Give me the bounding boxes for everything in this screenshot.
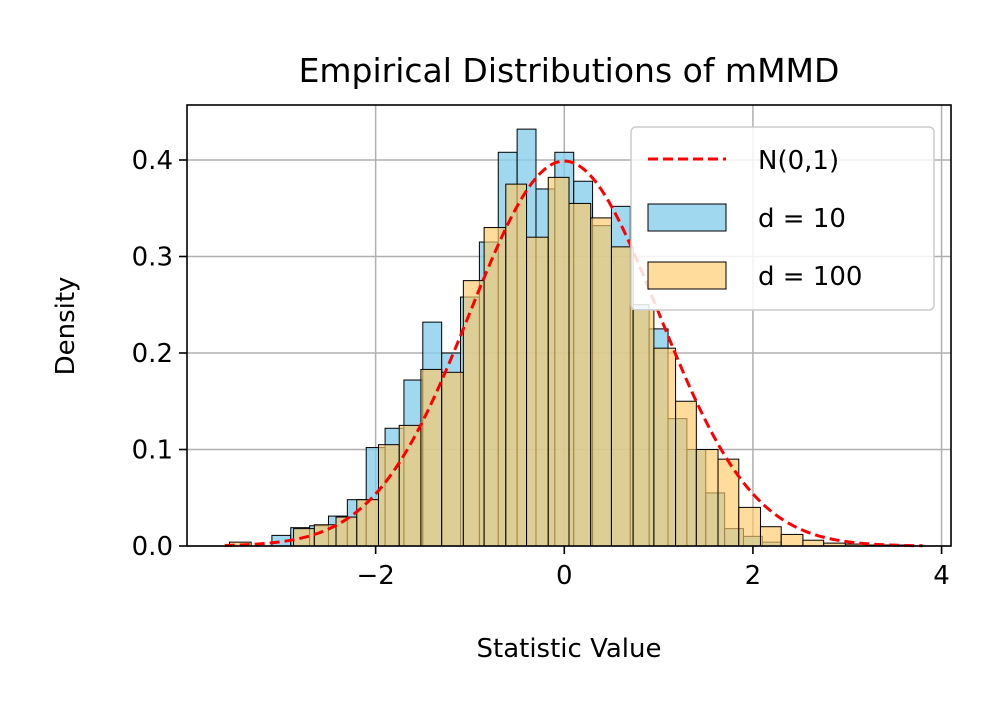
d100-bar-17: [590, 217, 612, 547]
y-tick-label-2: 0.2: [132, 339, 173, 369]
d100-bar-5: [335, 516, 358, 547]
legend-swatch-d100: [647, 261, 727, 290]
d100-bar-21: [675, 400, 697, 547]
d100-bar-15: [547, 176, 570, 547]
d100-bar-10: [441, 371, 464, 547]
d100-bar-19: [632, 309, 655, 547]
legend-label-normal: N(0,1): [758, 146, 839, 176]
y-axis-label: Density: [51, 277, 81, 376]
d100-bar-26: [780, 533, 804, 547]
d100-bar-18: [610, 246, 634, 547]
d100-bar-20: [653, 347, 677, 547]
x-tick-label-3: 4: [933, 561, 950, 591]
x-axis-label: Statistic Value: [477, 634, 662, 664]
normal-reference-curve: [224, 159, 923, 548]
y-tick-label-0: 0.0: [132, 532, 173, 562]
d100-bar-9: [420, 368, 443, 547]
y-tick-label-3: 0.3: [132, 243, 173, 273]
d100-bar-14: [526, 236, 549, 547]
legend-label-d100: d = 100: [758, 262, 862, 292]
chart-title: Empirical Distributions of mMMD: [299, 51, 840, 90]
plot-frame: [186, 104, 952, 547]
legend-label-d10: d = 10: [758, 204, 846, 234]
x-tick-label-1: 0: [556, 561, 573, 591]
d100-bar-12: [483, 227, 507, 547]
d100-bar-6: [356, 499, 379, 547]
d100-bar-16: [568, 202, 592, 547]
x-tick-label-0: −2: [356, 561, 394, 591]
d100-bar-25: [759, 526, 782, 547]
y-tick-label-1: 0.1: [132, 436, 173, 466]
legend: N(0,1) d = 10 d = 100: [630, 126, 935, 311]
d100-bar-7: [377, 444, 400, 547]
d100-bar-13: [505, 183, 528, 547]
d100-bar-24: [738, 506, 761, 547]
d100-bar-22: [695, 449, 719, 547]
x-tick-label-2: 2: [745, 561, 762, 591]
d100-bar-27: [802, 539, 825, 547]
y-tick-label-4: 0.4: [132, 146, 173, 176]
bars-series-d100: [228, 176, 910, 547]
axis-ticks: −2 0 2 4 0.0 0.1 0.2 0.3 0.4: [132, 146, 950, 591]
legend-swatch-d10: [647, 203, 727, 232]
